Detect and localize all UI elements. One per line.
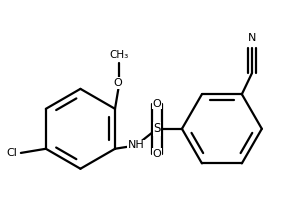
Text: NH: NH — [128, 141, 144, 150]
Text: CH₃: CH₃ — [110, 50, 129, 60]
Text: Cl: Cl — [7, 148, 18, 158]
Text: O: O — [153, 149, 161, 159]
Text: N: N — [248, 34, 256, 43]
Text: O: O — [153, 99, 161, 109]
Text: S: S — [153, 122, 161, 135]
Text: O: O — [113, 78, 122, 88]
